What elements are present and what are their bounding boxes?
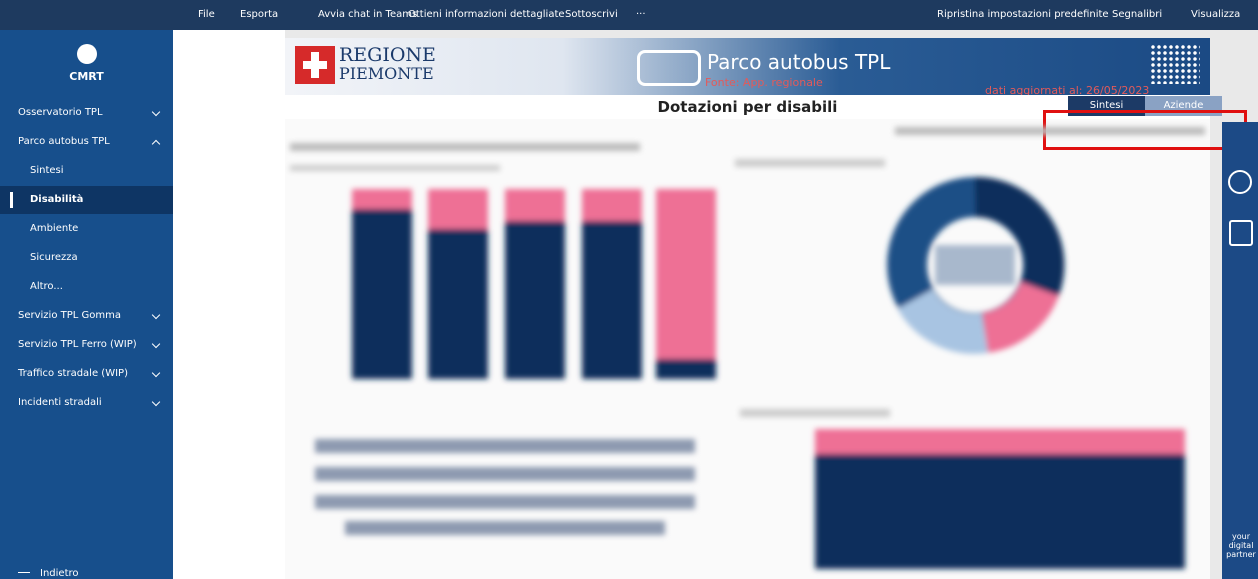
flag-cross <box>303 61 327 69</box>
partner-logo <box>1150 44 1200 84</box>
chevron <box>151 339 161 349</box>
nav-label: Servizio TPL Ferro (WIP) <box>18 339 137 350</box>
nav-label: Ambiente <box>30 223 79 234</box>
nav-label: Sicurezza <box>30 252 78 263</box>
nav-item[interactable]: Traffico stradale (WIP) <box>0 360 173 388</box>
canvas-margin <box>173 30 285 579</box>
chevron <box>151 107 161 117</box>
page-title: Dotazioni per disabili <box>285 95 1210 119</box>
back-link[interactable]: Indietro <box>40 568 79 579</box>
chevron <box>151 397 161 407</box>
source: Fonte: App. regionale <box>705 76 823 89</box>
tab-button[interactable]: Aziende <box>1163 100 1204 111</box>
chevron <box>151 139 161 149</box>
active-marker <box>10 192 13 208</box>
nav-label: Servizio TPL Gomma <box>18 310 121 321</box>
toolbar: File Esporta Avvia chat in Teams Ottieni in… <box>0 0 1258 30</box>
blurred-content <box>290 127 1205 569</box>
nav-subitem[interactable]: Altro... <box>0 273 173 301</box>
chevron <box>151 368 161 378</box>
nav-label: Sintesi <box>30 165 64 176</box>
nav-label: Altro... <box>30 281 63 292</box>
nav-subitem[interactable]: Sintesi <box>0 157 173 185</box>
region-name: REGIONE <box>339 44 436 66</box>
toolbar-item[interactable]: Visualizza <box>1191 9 1241 20</box>
report-title: Parco autobus TPL <box>707 50 891 74</box>
tab-button[interactable]: Sintesi <box>1089 100 1124 111</box>
calc-icon[interactable] <box>1229 220 1253 246</box>
org-name: CMRT <box>69 70 104 83</box>
chevron <box>151 310 161 320</box>
region-name: PIEMONTE <box>339 64 434 83</box>
nav-label: Disabilità <box>30 194 84 205</box>
toolbar-item[interactable]: ··· <box>636 9 646 20</box>
bus-icon <box>637 50 701 86</box>
toolbar-item[interactable]: Ottieni informazioni dettagliate <box>408 9 565 20</box>
toolbar-item[interactable]: File <box>198 9 215 20</box>
nav-label: Osservatorio TPL <box>18 107 103 118</box>
toolbar-item[interactable]: Segnalibri <box>1112 9 1163 20</box>
nav-label: Incidenti stradali <box>18 397 102 408</box>
back-arrow <box>18 572 30 573</box>
toolbar-item[interactable]: Esporta <box>240 9 279 20</box>
toolbar-item[interactable]: Ripristina impostazioni predefinite <box>937 9 1109 20</box>
toolbar-item[interactable]: Avvia chat in Teams <box>318 9 418 20</box>
info-icon[interactable] <box>1228 170 1252 194</box>
nav-item[interactable]: Incidenti stradali <box>0 389 173 417</box>
nav-item[interactable]: Servizio TPL Ferro (WIP) <box>0 331 173 359</box>
nav-item[interactable]: Osservatorio TPL <box>0 99 173 127</box>
blurred-visuals <box>290 127 1205 569</box>
nav-subitem[interactable]: Disabilità <box>0 186 173 214</box>
right-panel: your digital partner <box>1222 122 1258 579</box>
nav-subitem[interactable]: Sicurezza <box>0 244 173 272</box>
report-header: REGIONE PIEMONTE Parco autobus TPL Fonte… <box>285 38 1210 97</box>
nav-item[interactable]: Servizio TPL Gomma <box>0 302 173 330</box>
logo <box>77 44 97 64</box>
toolbar-item[interactable]: Sottoscrivi <box>565 9 618 20</box>
sidebar: CMRT Osservatorio TPL Parco autobus TPL Si… <box>0 30 173 579</box>
nav-subitem[interactable]: Ambiente <box>0 215 173 243</box>
nav-item[interactable]: Parco autobus TPL <box>0 128 173 156</box>
nav-label: Traffico stradale (WIP) <box>18 368 128 379</box>
partner-text: your digital partner <box>1226 532 1256 559</box>
nav-label: Parco autobus TPL <box>18 136 110 147</box>
updated-date: dati aggiornati al: 26/05/2023 <box>985 84 1150 97</box>
